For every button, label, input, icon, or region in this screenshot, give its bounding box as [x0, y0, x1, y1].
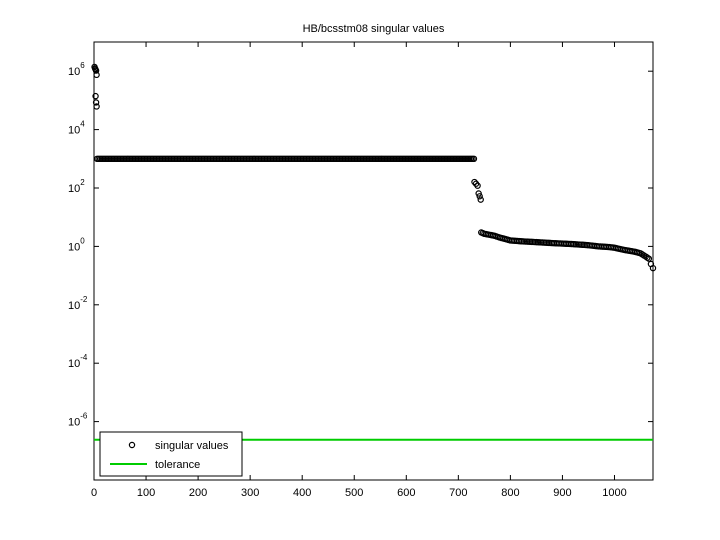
legend-marker-singular-values: [128, 441, 136, 449]
x-tick-label: 600: [397, 487, 415, 499]
y-tick-label: 100: [68, 236, 85, 253]
chart-title: HB/bcsstm08 singular values: [303, 23, 445, 35]
singular-values-series: [91, 63, 657, 272]
x-tick-label: 300: [241, 487, 259, 499]
x-tick-label: 900: [553, 487, 571, 499]
data-point: [93, 71, 100, 79]
legend: singular values tolerance: [99, 431, 243, 477]
data-point: [477, 196, 484, 203]
data-point: [471, 178, 478, 186]
x-tick-label: 700: [449, 487, 467, 499]
x-tick-label: 1000: [602, 487, 626, 499]
legend-label-singular-values: singular values: [155, 440, 229, 452]
x-tick-label: 800: [501, 487, 519, 499]
x-tick-label: 200: [189, 487, 207, 499]
data-point: [645, 255, 653, 262]
data-point: [92, 99, 100, 106]
legend-box: [99, 431, 243, 477]
data-point: [470, 155, 478, 162]
data-point: [649, 264, 657, 272]
x-tick-label: 500: [345, 487, 363, 499]
y-tick-label: 102: [68, 178, 85, 195]
data-point: [474, 182, 481, 189]
x-tick-label: 400: [293, 487, 311, 499]
y-tick-label: 106: [68, 61, 85, 78]
y-axis: 106 104 102 100 10-2 10-4 10-6: [68, 61, 653, 429]
legend-label-tolerance: tolerance: [155, 459, 200, 471]
y-tick-label: 10-6: [68, 412, 88, 429]
data-point: [93, 103, 100, 110]
x-axis: 0 100 200 300 400 500 600 700 800 900 1000: [91, 42, 627, 499]
data-point: [92, 67, 100, 74]
data-point: [476, 193, 483, 200]
data-point: [475, 190, 482, 197]
x-tick-label: 0: [91, 487, 97, 499]
x-tick-label: 100: [137, 487, 155, 499]
y-tick-label: 104: [68, 120, 85, 137]
data-point: [92, 92, 99, 100]
y-tick-label: 10-4: [68, 353, 88, 370]
y-tick-label: 10-2: [68, 295, 88, 312]
plot-area: [93, 41, 654, 481]
